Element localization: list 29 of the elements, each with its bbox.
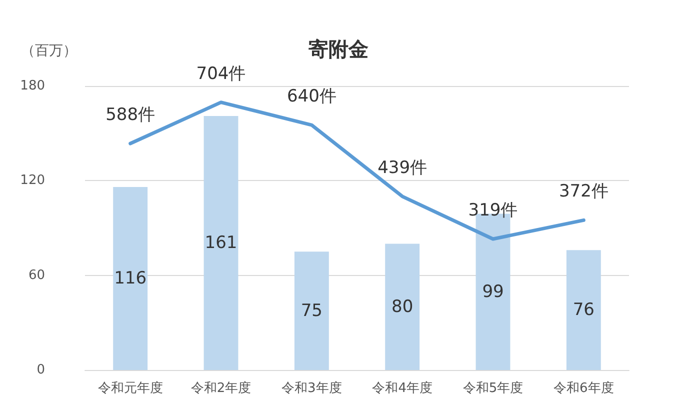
data-label: 161 [204,232,238,253]
data-label: 80 [392,296,414,317]
y-tick-label: 0 [36,362,45,378]
bar [294,252,329,370]
data-label: 75 [300,300,322,321]
y-tick-label: 120 [20,173,45,188]
bar [385,244,420,370]
y-tick-label: 60 [28,268,45,283]
data-label: 76 [572,300,594,320]
x-tick-label: 令和2年度 [190,380,252,396]
data-label: 439件 [378,158,428,178]
data-label: 704件 [196,64,246,84]
data-label: 372件 [558,182,608,202]
x-tick-label: 令和6年度 [554,380,614,396]
data-label: 319件 [468,200,518,221]
x-tick-label: 令和3年度 [282,380,342,396]
data-label: 640件 [286,86,336,107]
chart-title: 寄附金 [308,37,368,61]
data-label: 116 [114,268,147,288]
x-tick-label: 令和5年度 [462,380,524,396]
bar [204,116,238,370]
x-tick-label: 令和4年度 [372,380,432,396]
y-tick-label: 180 [20,78,45,94]
data-label: 99 [482,282,504,302]
y-axis-title: （百万） [21,43,77,59]
bar [566,250,601,370]
x-tick-label: 令和元年度 [98,380,163,396]
data-label: 588件 [106,105,156,126]
bar [113,186,148,370]
